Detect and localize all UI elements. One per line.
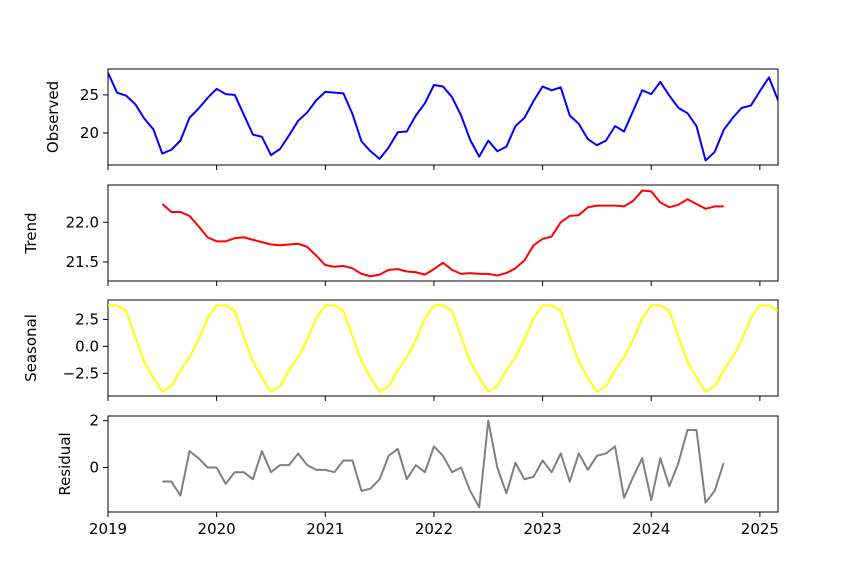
trend-ytick-label: 22.0 — [66, 213, 99, 231]
residual-ytick-label: 0 — [89, 459, 99, 477]
xtick-label: 2019 — [89, 520, 127, 538]
observed-series-line — [108, 72, 778, 162]
seasonal-ytick-label: 2.5 — [75, 310, 99, 328]
xtick-label: 2025 — [741, 520, 779, 538]
xtick-label: 2020 — [198, 520, 236, 538]
residual-panel: Residual 0 2 2019 2020 2021 2022 2023 2024 2025 — [56, 412, 779, 538]
observed-ytick-label: 20 — [80, 124, 99, 142]
xtick-label: 2022 — [415, 520, 453, 538]
xtick-label: 2023 — [524, 520, 562, 538]
trend-ytick-label: 21.5 — [66, 253, 99, 271]
seasonal-series-line — [108, 304, 778, 393]
residual-frame — [107, 415, 779, 513]
seasonal-panel: Seasonal −2.5 0.0 2.5 — [22, 299, 779, 401]
observed-panel: Observed 20 25 — [44, 68, 779, 170]
seasonal-ylabel: Seasonal — [22, 314, 40, 382]
trend-series-line — [161, 189, 724, 278]
residual-series-line — [162, 419, 725, 509]
trend-ylabel: Trend — [22, 212, 40, 254]
residual-ytick-label: 2 — [89, 412, 99, 430]
xtick-label: 2021 — [306, 520, 344, 538]
seasonal-frame — [107, 299, 779, 397]
trend-frame — [107, 184, 779, 282]
trend-panel: Trend 21.5 22.0 — [22, 184, 779, 286]
observed-ylabel: Observed — [44, 81, 62, 153]
observed-ytick-label: 25 — [80, 86, 99, 104]
residual-ylabel: Residual — [56, 432, 74, 495]
seasonal-ytick-label: 0.0 — [75, 337, 99, 355]
seasonal-ytick-label: −2.5 — [63, 364, 99, 382]
xtick-label: 2024 — [632, 520, 670, 538]
observed-frame — [107, 68, 779, 166]
